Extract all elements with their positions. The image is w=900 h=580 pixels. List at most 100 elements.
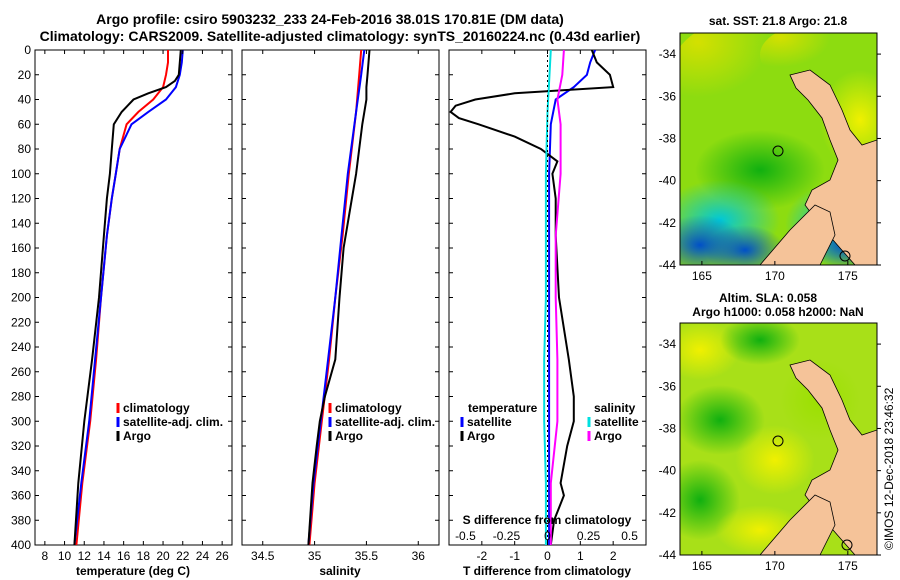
s-tick-label: 0.25 [577,529,601,543]
legend-label-1: satellite-adj. clim. [335,415,435,429]
legend-label-2: Argo [335,429,363,443]
depth-tick-label: 180 [11,266,31,280]
imos-watermark: ©IMOS 12-Dec-2018 23:46:32 [882,387,896,550]
temperature-panel: 0 20 40 60 80 100 120 140 160 180 200 220 240 260 280 3… [11,43,233,578]
depth-tick-label: 220 [11,315,31,329]
difference-panel: -2 -1 0 1 2 -0.5 -0.25 0 0.25 0.5 T difference fr… [448,49,647,578]
legend-temp-label-0: satellite [467,415,512,429]
legend-sal-label-0: satellite [594,415,639,429]
map-y-tick-label: -38 [659,421,677,435]
map-y-tick-label: -36 [659,379,677,393]
sst-map: sat. SST: 21.8 Argo: 21.8 165 170 175 -34 -3… [659,14,881,283]
figure-title-line1: Argo profile: csiro 5903232_233 24-Feb-2… [96,11,564,27]
x-tick-label: -1 [509,549,520,563]
x-tick-label: 14 [97,549,111,563]
depth-tick-label: 280 [11,390,31,404]
x-tick-label: 24 [196,549,210,563]
map-x-tick-label: 170 [765,269,785,283]
x-tick-label: 10 [58,549,72,563]
depth-tick-label: 320 [11,439,31,453]
legend-label-2: Argo [123,429,151,443]
depth-tick-label: 340 [11,464,31,478]
legend-temperature-title: temperature [468,401,538,415]
salinity-panel: 34.5 35 35.5 36 salinity climatologysatelli… [241,49,440,578]
series-line-argo [307,50,371,545]
series-line-t-argo [449,50,615,545]
map-y-tick-label: -40 [659,174,677,188]
figure-title-line2: Climatology: CARS2009. Satellite-adjuste… [40,28,641,44]
map-y-tick-label: -42 [659,506,677,520]
x-tick-label: 36 [412,549,426,563]
x-tick-label: 18 [137,549,151,563]
series-line-argo [73,50,182,545]
sla-map-title2: Argo h1000: 0.058 h2000: NaN [692,305,863,319]
map-y-tick-label: -34 [659,47,677,61]
legend-label-1: satellite-adj. clim. [123,415,223,429]
x-tick-label: 35.5 [355,549,379,563]
map-x-tick-label: 170 [765,559,785,573]
x-tick-label: 26 [215,549,229,563]
temperature-xlabel: temperature (deg C) [76,564,190,578]
x-tick-label: 1 [577,549,584,563]
map-y-tick-label: -44 [659,258,677,272]
depth-tick-label: 40 [18,93,32,107]
depth-tick-label: 240 [11,340,31,354]
series-line-satellite-adj-clim- [307,50,366,545]
series-line-s-satellite [543,50,552,545]
sla-map: Altim. SLA: 0.058 Argo h1000: 0.058 h200… [659,291,881,573]
depth-tick-label: 300 [11,414,31,428]
map-y-tick-label: -40 [659,464,677,478]
x-tick-label: -2 [476,549,487,563]
x-tick-label: 8 [42,549,49,563]
depth-tick-label: 260 [11,365,31,379]
map-y-tick-label: -42 [659,216,677,230]
x-tick-label: 34.5 [251,549,275,563]
x-tick-label: 16 [117,549,131,563]
sst-map-title: sat. SST: 21.8 Argo: 21.8 [709,14,848,28]
x-tick-label: 0 [544,549,551,563]
depth-tick-label: 360 [11,489,31,503]
difference-legend: temperature salinitysatelliteArgosatellit… [460,401,639,443]
legend-sal-label-1: Argo [594,429,622,443]
depth-tick-label: 0 [24,43,31,57]
salinity-xlabel: salinity [319,564,361,578]
series-line-satellite-adj-clim- [73,50,184,545]
x-tick-label: 2 [610,549,617,563]
sla-map-title1: Altim. SLA: 0.058 [719,291,817,305]
legend-temp-label-1: Argo [467,429,495,443]
series-line-t-satellite [548,50,597,545]
map-y-tick-label: -34 [659,337,677,351]
x-tick-label: 12 [78,549,92,563]
x-tick-label: 20 [156,549,170,563]
depth-tick-label: 200 [11,291,31,305]
map-x-tick-label: 165 [692,269,712,283]
map-y-tick-label: -44 [659,548,677,562]
map-x-tick-label: 175 [838,269,858,283]
legend-salinity-title: salinity [594,401,636,415]
depth-tick-label: 20 [18,68,32,82]
depth-tick-label: 120 [11,192,31,206]
s-tick-label: 0.5 [621,529,638,543]
map-y-tick-label: -38 [659,131,677,145]
s-tick-label: -0.25 [493,529,521,543]
depth-tick-label: 80 [18,142,32,156]
map-x-tick-label: 165 [692,559,712,573]
depth-tick-label: 60 [18,117,32,131]
legend-label-0: climatology [123,401,190,415]
depth-tick-label: 140 [11,216,31,230]
depth-tick-label: 160 [11,241,31,255]
map-y-tick-label: -36 [659,89,677,103]
s-difference-xlabel: S difference from climatology [463,513,632,527]
depth-tick-label: 380 [11,513,31,527]
x-tick-label: 22 [176,549,190,563]
s-tick-label: -0.5 [455,529,476,543]
t-difference-xlabel: T difference from climatology [463,564,631,578]
legend-label-0: climatology [335,401,402,415]
map-x-tick-label: 175 [838,559,858,573]
depth-tick-label: 100 [11,167,31,181]
series-line-s-argo [549,50,565,545]
depth-tick-label: 400 [11,538,31,552]
s-tick-label: 0 [544,529,551,543]
